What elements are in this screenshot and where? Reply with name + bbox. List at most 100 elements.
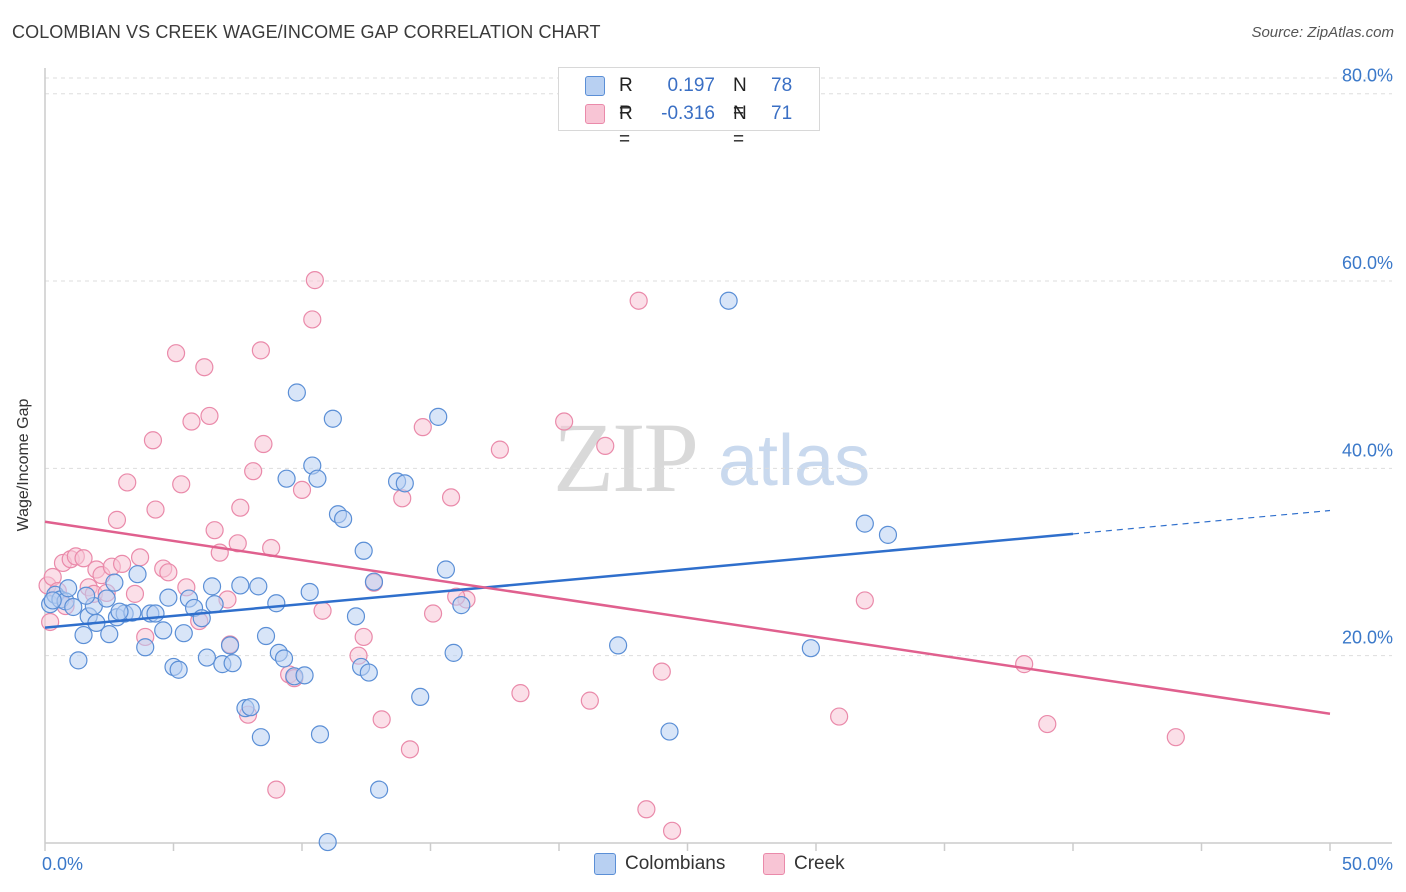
- data-point-creek: [231, 498, 250, 517]
- legend-swatch-colombians: [594, 853, 616, 875]
- data-point-colombians: [436, 560, 456, 579]
- data-point-colombians: [43, 591, 62, 610]
- y-tick-label: 80.0%: [1342, 66, 1393, 86]
- data-point-creek: [172, 475, 191, 494]
- data-point-colombians: [354, 541, 373, 560]
- data-point-creek: [555, 412, 574, 431]
- data-point-colombians: [105, 573, 124, 592]
- data-point-colombians: [169, 660, 188, 679]
- data-point-colombians: [609, 636, 628, 655]
- data-point-colombians: [128, 565, 147, 584]
- data-point-creek: [74, 549, 93, 568]
- data-point-creek: [596, 436, 615, 455]
- data-point-colombians: [429, 407, 448, 426]
- data-point-creek: [1166, 728, 1185, 747]
- legend-swatch-pink: [585, 104, 605, 124]
- data-point-colombians: [256, 626, 276, 646]
- data-point-creek: [254, 434, 273, 454]
- data-point-creek: [441, 488, 461, 507]
- legend-n-value: 71: [771, 103, 793, 124]
- data-point-creek: [423, 604, 443, 623]
- data-point-colombians: [69, 651, 88, 670]
- legend-r-value: 0.197: [667, 75, 715, 96]
- data-point-creek: [130, 548, 150, 567]
- data-point-creek: [267, 780, 286, 799]
- data-point-colombians: [308, 469, 327, 488]
- data-point-colombians: [855, 514, 874, 533]
- trend-line-creek: [44, 520, 1331, 715]
- chart-title: COLOMBIAN VS CREEK WAGE/INCOME GAP CORRE…: [12, 22, 601, 42]
- data-point-creek: [662, 821, 682, 840]
- legend-n-value: 78: [771, 75, 793, 96]
- data-point-creek: [313, 601, 332, 620]
- data-point-colombians: [223, 654, 242, 673]
- data-point-creek: [182, 412, 201, 431]
- data-point-creek: [159, 563, 178, 582]
- watermark-zip: ZIP: [553, 402, 699, 513]
- data-point-colombians: [300, 582, 319, 602]
- data-point-creek: [107, 510, 127, 529]
- data-point-colombians: [205, 595, 224, 614]
- data-point-creek: [580, 691, 599, 710]
- data-point-creek: [413, 418, 432, 437]
- y-axis-label: Wage/Income Gap: [15, 398, 32, 532]
- data-point-creek: [637, 800, 656, 819]
- data-point-colombians: [220, 636, 240, 655]
- data-point-colombians: [295, 666, 314, 685]
- data-point-creek: [146, 500, 165, 519]
- data-point-creek: [511, 684, 530, 703]
- data-point-creek: [244, 462, 263, 481]
- data-point-creek: [205, 521, 224, 540]
- data-point-colombians: [159, 588, 178, 607]
- data-point-creek: [490, 440, 509, 459]
- data-point-creek: [118, 473, 137, 492]
- data-point-creek: [303, 310, 322, 329]
- data-point-creek: [855, 591, 874, 610]
- data-point-creek: [354, 627, 373, 647]
- data-point-colombians: [660, 722, 679, 741]
- data-point-colombians: [318, 832, 337, 852]
- data-point-colombians: [719, 291, 738, 310]
- data-point-colombians: [174, 624, 193, 643]
- data-point-creek: [830, 707, 849, 726]
- data-point-colombians: [136, 638, 155, 657]
- data-point-colombians: [364, 572, 384, 591]
- data-point-colombians: [74, 625, 93, 645]
- data-point-creek: [112, 554, 132, 573]
- data-point-creek: [125, 584, 145, 603]
- data-point-colombians: [267, 594, 286, 613]
- data-point-creek: [393, 489, 412, 508]
- legend-label-creek: Creek: [794, 853, 845, 874]
- trend-line-colombians: [44, 532, 1074, 629]
- data-point-colombians: [310, 725, 330, 744]
- data-point-colombians: [346, 607, 366, 626]
- data-point-creek: [629, 291, 648, 310]
- data-point-creek: [652, 662, 671, 681]
- correlation-legend: R = 0.197 N = 78 R = -0.316 N = 71: [558, 67, 820, 150]
- data-point-creek: [200, 406, 219, 426]
- data-point-colombians: [231, 576, 250, 595]
- watermark-atlas: atlas: [718, 421, 871, 501]
- data-point-colombians: [395, 474, 414, 493]
- data-point-colombians: [77, 586, 96, 605]
- legend-n-key: N =: [733, 75, 747, 122]
- data-point-colombians: [197, 648, 217, 667]
- data-point-colombians: [452, 596, 471, 615]
- data-point-creek: [251, 341, 270, 360]
- data-point-colombians: [154, 621, 173, 640]
- data-point-colombians: [110, 602, 129, 621]
- legend-r-key: R =: [619, 103, 633, 150]
- legend-label-colombians: Colombians: [625, 853, 726, 874]
- data-point-colombians: [202, 577, 222, 596]
- legend-n-key: N =: [733, 103, 747, 150]
- data-point-colombians: [444, 643, 463, 662]
- data-point-colombians: [878, 525, 898, 544]
- data-point-colombians: [100, 625, 119, 644]
- data-point-creek: [292, 480, 312, 500]
- data-point-colombians: [146, 604, 165, 623]
- data-point-creek: [195, 358, 214, 377]
- data-point-colombians: [64, 597, 83, 617]
- data-point-colombians: [277, 469, 296, 488]
- y-tick-label: 20.0%: [1342, 628, 1393, 648]
